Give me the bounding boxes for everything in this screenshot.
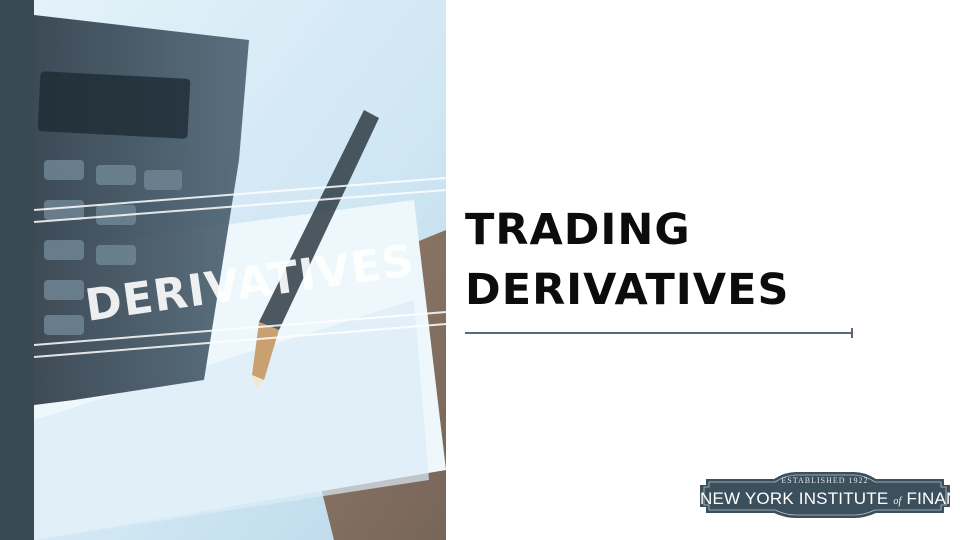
logo-badge-shape [700, 472, 950, 518]
calculator-pen-photo: DERIVATIVES [34, 0, 446, 540]
title-underline [465, 332, 852, 334]
logo-name-of: of [893, 496, 902, 507]
title-underline-cap [851, 328, 853, 338]
nyif-logo: ESTABLISHED 1922 NEW YORK INSTITUTE of F… [700, 471, 960, 519]
logo-name-part2: FINANCE [906, 489, 960, 508]
logo-name: NEW YORK INSTITUTE of FINANCE [700, 489, 960, 509]
photo-illustration: DERIVATIVES [34, 0, 446, 540]
title-line-2: DERIVATIVES [465, 265, 790, 315]
left-accent-bar [0, 0, 34, 540]
logo-name-part1: NEW YORK INSTITUTE [700, 489, 889, 508]
title-line-1: TRADING [465, 205, 691, 255]
slide-title: TRADING DERIVATIVES [465, 200, 789, 320]
logo-established: ESTABLISHED 1922 [781, 476, 869, 485]
